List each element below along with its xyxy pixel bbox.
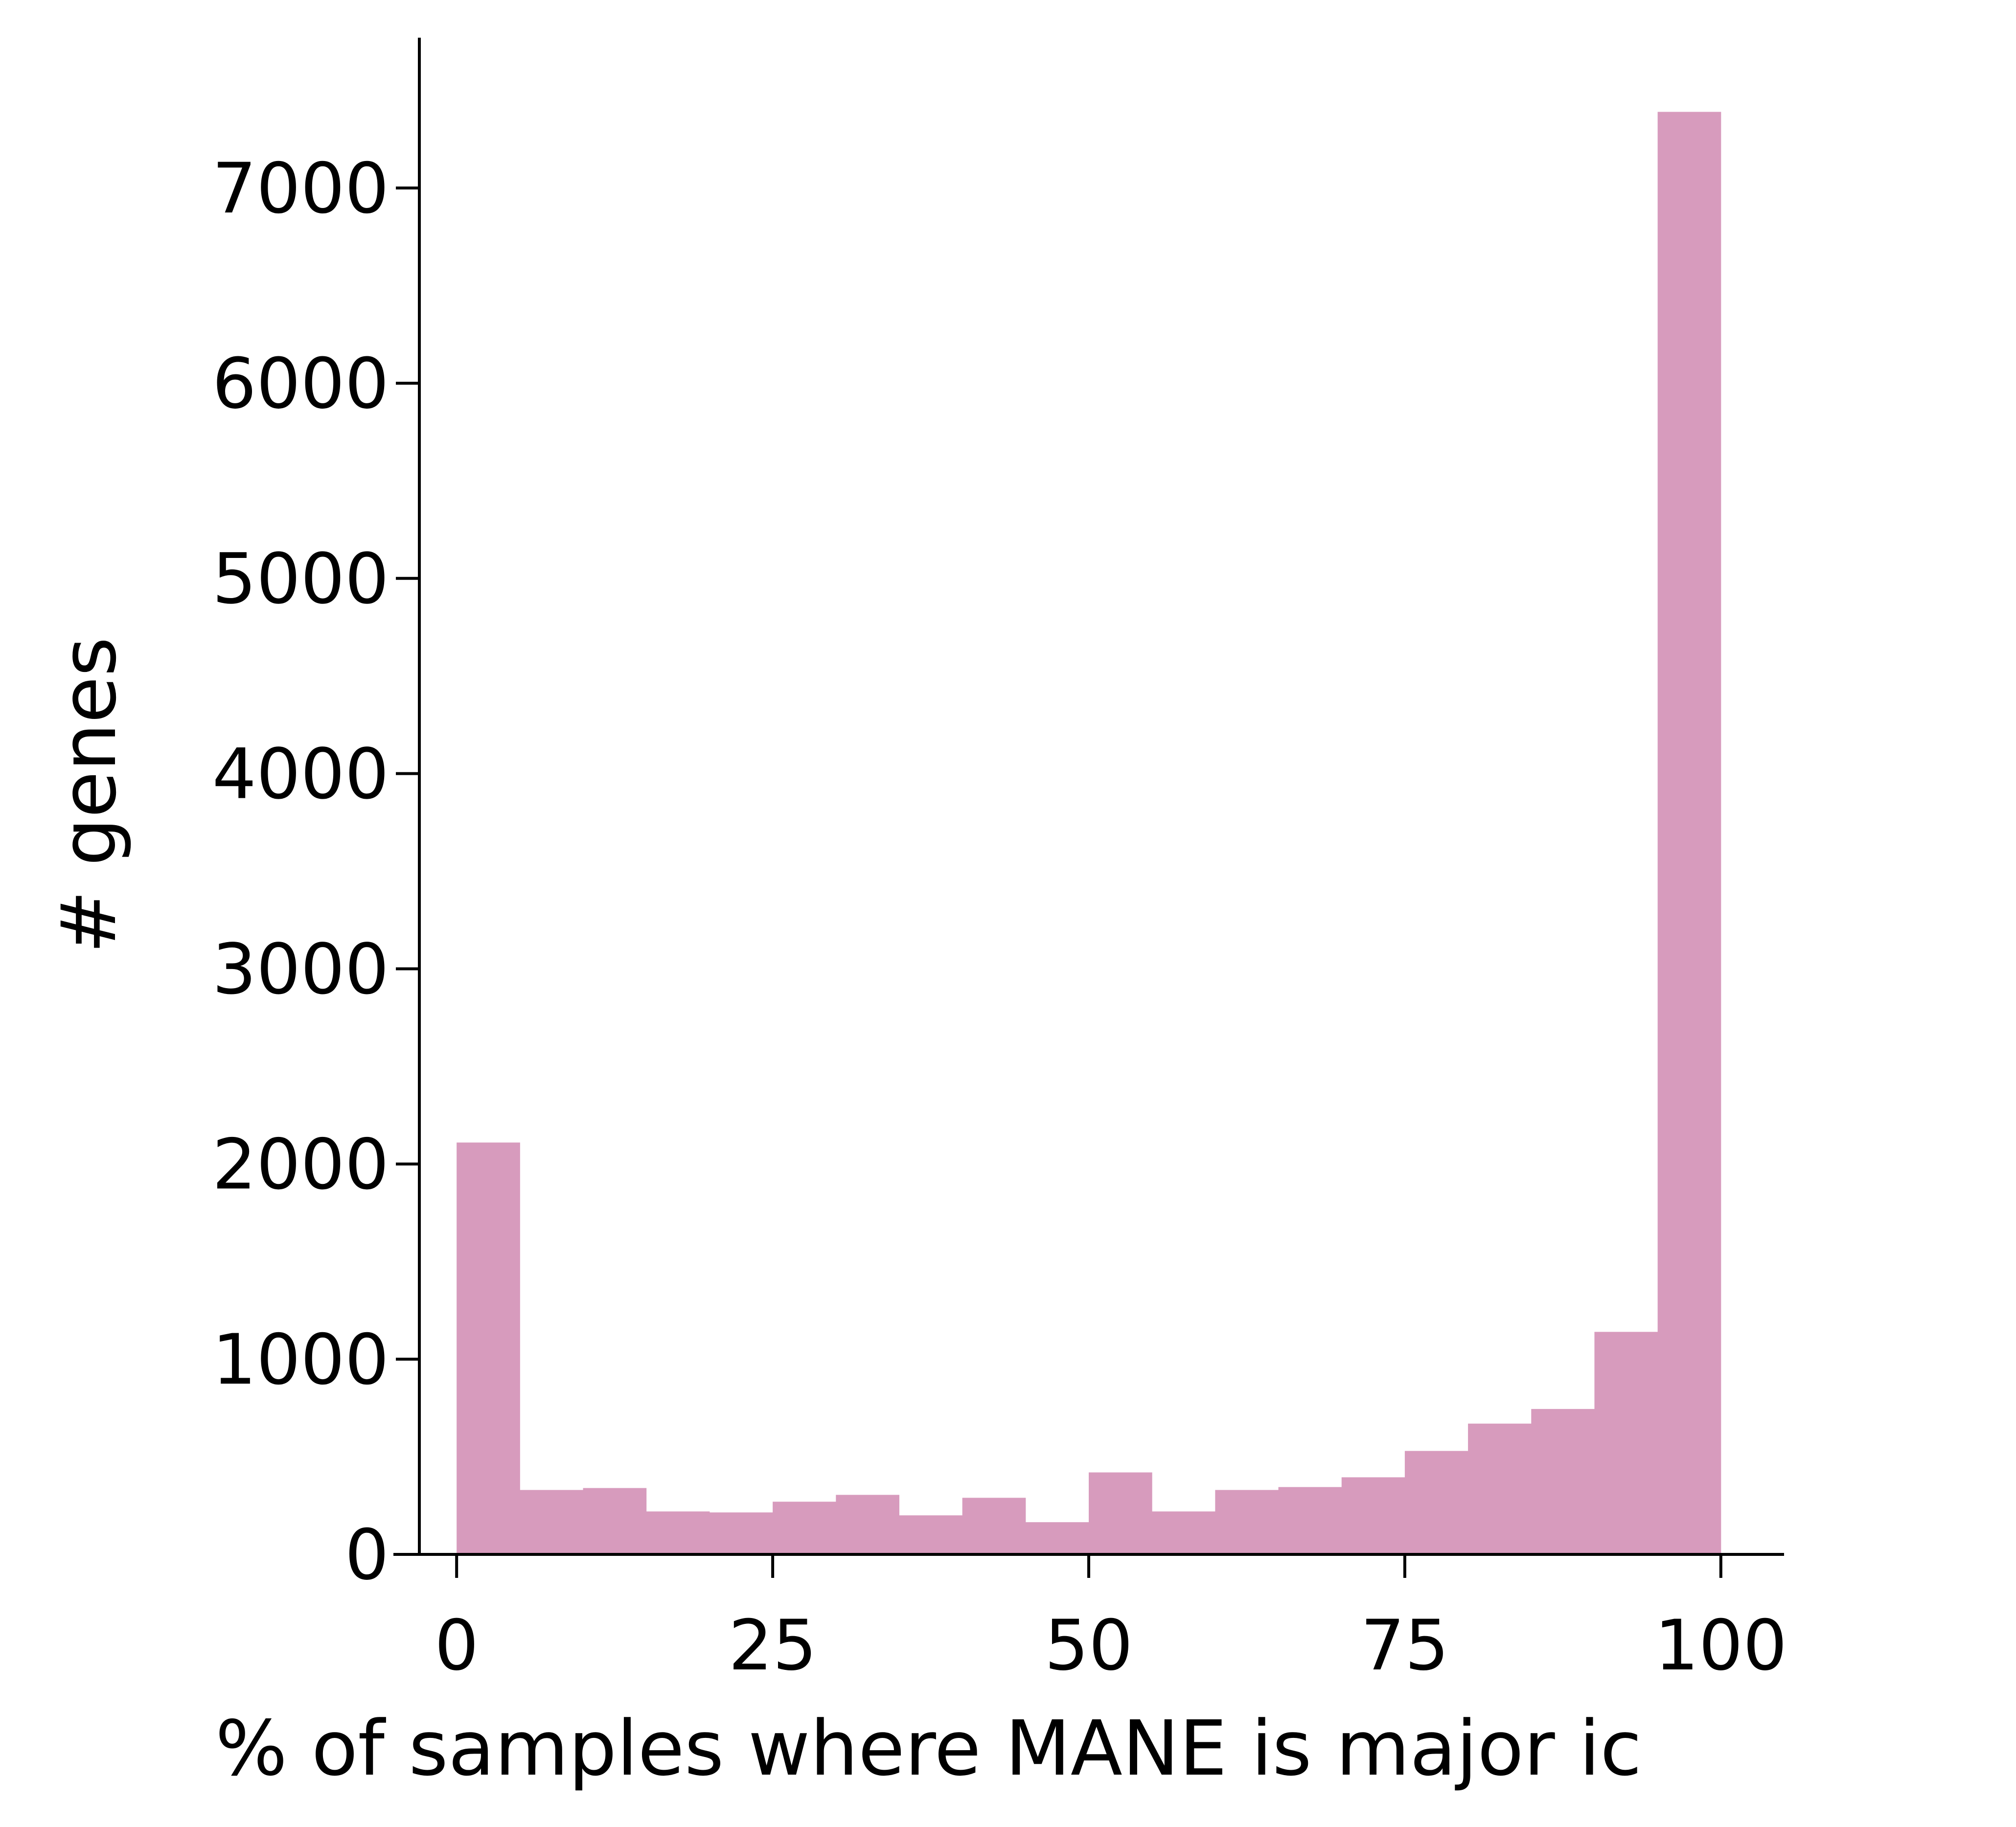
histogram-bar xyxy=(1341,1477,1405,1554)
histogram-bar xyxy=(1657,112,1721,1555)
y-tick-label: 4000 xyxy=(212,734,389,815)
histogram-bar xyxy=(1594,1332,1658,1554)
y-tick-label: 2000 xyxy=(212,1124,389,1205)
histogram-bar xyxy=(709,1512,773,1554)
y-tick-label: 7000 xyxy=(212,148,389,229)
histogram-bars xyxy=(457,112,1721,1555)
y-axis-label: # genes xyxy=(45,637,133,953)
histogram-bar xyxy=(1089,1472,1152,1554)
y-tick-label: 1000 xyxy=(212,1319,389,1400)
histogram-bar xyxy=(836,1495,899,1554)
histogram-bar xyxy=(1152,1511,1215,1554)
y-tick-label: 5000 xyxy=(212,539,389,620)
histogram-bar xyxy=(1025,1522,1089,1554)
x-tick-label: 75 xyxy=(1361,1605,1449,1686)
histogram-bar xyxy=(1404,1451,1468,1554)
histogram-bar xyxy=(1215,1490,1279,1554)
histogram-bar xyxy=(1468,1423,1532,1554)
x-tick-label: 50 xyxy=(1045,1605,1133,1686)
x-axis-label: % of samples where MANE is major ic xyxy=(215,1704,1642,1793)
y-axis-ticks: 0 1000 2000 3000 4000 5000 6000 7000 xyxy=(212,148,419,1596)
y-tick-label: 3000 xyxy=(212,929,389,1010)
histogram-bar xyxy=(1531,1409,1595,1554)
histogram-bar xyxy=(583,1488,647,1554)
histogram-bar xyxy=(962,1498,1026,1554)
x-tick-label: 0 xyxy=(435,1605,479,1686)
x-tick-label: 100 xyxy=(1654,1605,1787,1686)
histogram-bar xyxy=(646,1511,710,1554)
y-tick-label: 0 xyxy=(345,1515,389,1596)
histogram-bar xyxy=(457,1142,520,1554)
x-tick-label: 25 xyxy=(729,1605,817,1686)
x-axis-ticks: 0 25 50 75 100 xyxy=(435,1554,1787,1686)
histogram-bar xyxy=(1278,1487,1342,1554)
histogram-bar xyxy=(520,1490,584,1554)
histogram-bar xyxy=(773,1502,836,1554)
histogram-bar xyxy=(899,1515,963,1554)
y-tick-label: 6000 xyxy=(212,344,389,424)
